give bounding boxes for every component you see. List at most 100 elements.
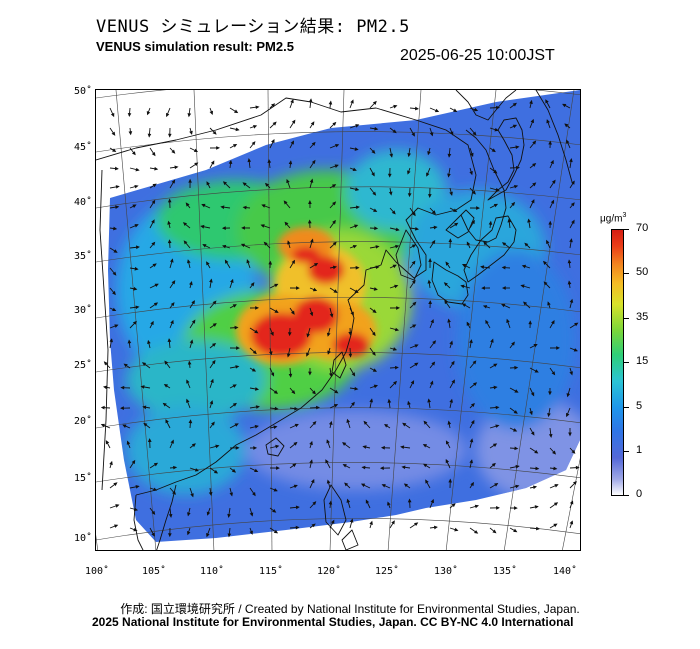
wind-arrow-head (167, 239, 172, 244)
wind-arrow-head (373, 208, 378, 212)
lat-label-25: 25˚ (73, 360, 92, 371)
wind-arrow-head (411, 244, 417, 248)
wind-arrow-head (246, 259, 250, 264)
wind-arrow-head (567, 280, 572, 285)
wind-arrow-head (407, 498, 412, 503)
wind-arrow-head (550, 199, 555, 204)
wind-arrow-head (512, 428, 518, 432)
wind-arrow-head (247, 158, 252, 163)
lon-label-100: 100˚ (84, 566, 110, 577)
wind-arrow-head (235, 365, 240, 369)
lon-label-125: 125˚ (374, 566, 400, 577)
wind-arrow-head (514, 446, 519, 451)
wind-arrow-head (449, 191, 453, 196)
wind-arrow-head (427, 151, 431, 156)
wind-arrow-head (350, 311, 354, 316)
wind-arrow-head (326, 439, 330, 444)
wind-arrow-head (393, 104, 398, 109)
wind-arrow-head (189, 280, 193, 286)
pm25-colorbar (611, 229, 624, 496)
wind-arrow-head (449, 131, 454, 136)
wind-arrow-head (492, 529, 497, 534)
wind-arrow-head (412, 212, 416, 217)
wind-arrow-head (482, 305, 488, 309)
wind-arrow-head (571, 449, 576, 454)
wind-arrow-head (311, 141, 316, 146)
wind-arrow-head (332, 241, 337, 246)
wind-arrow-head (532, 140, 537, 145)
wind-arrow-head (514, 389, 519, 393)
wind-arrow-head (115, 185, 120, 189)
wind-arrow-head (571, 180, 575, 185)
wind-arrow-head (154, 283, 159, 288)
wind-arrow-head (291, 259, 296, 264)
wind-arrow-head (493, 169, 498, 174)
wind-arrow-head (514, 506, 518, 510)
wind-arrow-head (344, 482, 349, 487)
wind-arrow-head (372, 309, 377, 314)
wind-arrow-head (254, 387, 260, 391)
wind-arrow-head (449, 340, 453, 345)
wind-arrow-head (307, 219, 312, 224)
wind-arrow-head (348, 331, 353, 336)
wind-arrow-head (334, 389, 339, 394)
wind-arrow-head (174, 165, 179, 170)
wind-arrow-head (261, 204, 266, 208)
wind-arrow-head (147, 133, 152, 138)
lon-label-130: 130˚ (433, 566, 459, 577)
wind-arrow-head (100, 405, 105, 410)
wind-arrow-head (306, 333, 311, 338)
wind-arrow-head (471, 219, 475, 225)
wind-arrow-head (346, 498, 351, 503)
wind-arrow-head (254, 329, 259, 334)
wind-arrow-head (173, 465, 178, 470)
wind-arrow-head (153, 487, 158, 492)
wind-arrow-head (165, 419, 169, 424)
wind-arrow-head (332, 265, 338, 270)
wind-arrow-head (113, 482, 118, 487)
wind-arrow-head (354, 386, 359, 391)
wind-arrow-head (128, 131, 133, 136)
wind-arrow-head (362, 445, 367, 449)
wind-arrow-head (391, 520, 395, 525)
wind-arrow-head (448, 238, 453, 243)
wind-arrow-head (122, 424, 127, 428)
wind-arrow-head (328, 420, 333, 425)
wind-arrow-head (469, 459, 474, 464)
wind-arrow-head (553, 466, 558, 471)
wind-arrow-head (190, 493, 194, 498)
wind-arrow-head (530, 431, 535, 436)
wind-arrow-head (114, 324, 119, 328)
wind-arrow-head (185, 202, 190, 207)
wind-arrow-head (454, 527, 459, 532)
wind-arrow-head (501, 242, 507, 246)
wind-arrow-head (212, 323, 217, 327)
wind-arrow-head (372, 368, 377, 372)
wind-arrow-head (428, 194, 432, 198)
wind-arrow-head (140, 385, 145, 389)
wind-arrow-head (461, 264, 467, 268)
wind-arrow-head (534, 505, 539, 509)
colorbar-tick (624, 407, 629, 408)
wind-arrow-head (236, 346, 240, 350)
wind-arrow-head (568, 432, 572, 437)
wind-arrow-head (355, 187, 360, 191)
wind-arrow-head (515, 464, 520, 469)
colorbar-label-70: 70 (636, 222, 649, 234)
wind-arrow-head (530, 118, 535, 124)
wind-arrow-head (187, 360, 192, 365)
wind-arrow-head (373, 384, 378, 389)
wind-arrow-head (112, 290, 116, 296)
wind-arrow-head (255, 306, 260, 310)
wind-arrow-head (426, 172, 430, 177)
wind-arrow-head (548, 391, 552, 396)
wind-arrow-head (501, 286, 506, 290)
wind-arrow-head (553, 502, 559, 506)
wind-arrow-head (274, 406, 279, 411)
wind-arrow-head (152, 183, 157, 188)
wind-arrow-head (132, 320, 137, 325)
wind-arrow-head (152, 263, 157, 268)
wind-arrow-head (105, 440, 110, 445)
wind-arrow-head (167, 533, 172, 538)
wind-arrow-head (200, 224, 205, 229)
